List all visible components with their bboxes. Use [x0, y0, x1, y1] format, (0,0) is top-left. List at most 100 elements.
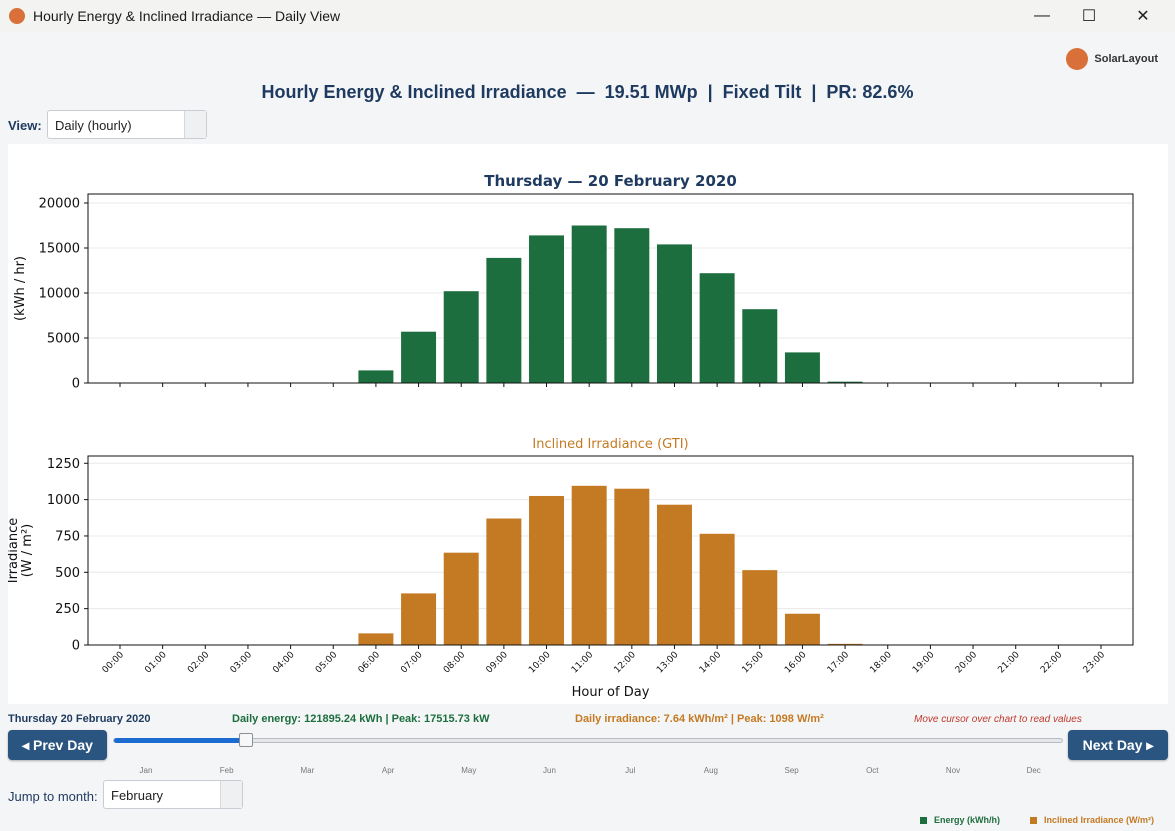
month-tick-label: Jan: [139, 766, 153, 775]
legend-energy: Energy (kWh/h): [920, 815, 1000, 825]
x-tick-label: 09:00: [485, 650, 511, 676]
axes-frame: [87, 455, 1134, 646]
close-icon: ✕: [1136, 8, 1150, 25]
month-tick-label: Nov: [945, 766, 961, 775]
bar-16:00: [784, 613, 820, 645]
close-button[interactable]: ✕: [1120, 0, 1166, 32]
bar-12:00: [614, 228, 650, 383]
x-tick-label: 13:00: [655, 650, 681, 676]
month-tick-label: Aug: [703, 766, 719, 775]
next-day-button[interactable]: Next Day ▸: [1068, 730, 1168, 760]
x-tick-label: 10:00: [527, 650, 553, 676]
prev-day-button[interactable]: ◂ Prev Day: [8, 730, 107, 760]
x-tick-label: 01:00: [143, 650, 169, 676]
bar-10:00: [529, 495, 565, 645]
day-slider[interactable]: [113, 738, 1063, 743]
month-tick-label: Jun: [543, 766, 556, 775]
month-select[interactable]: February: [103, 780, 243, 809]
y-tick-label: 20000: [39, 197, 80, 212]
month-tick-label: May: [461, 766, 477, 775]
maximize-button[interactable]: ☐: [1066, 0, 1112, 32]
dropdown-arrow-icon[interactable]: [184, 111, 206, 138]
y-tick-label: 250: [55, 602, 80, 617]
y-tick-label: 0: [72, 639, 80, 654]
brand: SolarLayout: [1066, 48, 1158, 70]
maximize-icon: ☐: [1081, 8, 1097, 25]
brand-name: SolarLayout: [1094, 53, 1158, 65]
x-axis-label: Hour of Day: [572, 685, 650, 700]
x-tick-label: 19:00: [911, 650, 937, 676]
y-tick-label: 5000: [47, 332, 80, 347]
month-select-value: February: [111, 788, 164, 803]
x-tick-label: 15:00: [740, 650, 766, 676]
bar-17:00: [827, 381, 863, 383]
legend-swatch: [1030, 816, 1037, 824]
x-tick-label: 20:00: [954, 650, 980, 676]
slider-thumb[interactable]: [239, 733, 253, 747]
bar-12:00: [614, 488, 650, 645]
dropdown-arrow-icon[interactable]: [220, 781, 242, 808]
legend-energy-label: Energy (kWh/h): [934, 815, 1001, 825]
bar-09:00: [486, 257, 522, 383]
x-tick-label: 02:00: [186, 650, 212, 676]
x-tick-label: 06:00: [357, 650, 383, 676]
x-tick-label: 00:00: [101, 650, 127, 676]
x-tick-label: 04:00: [271, 650, 297, 676]
status-date: Thursday 20 February 2020: [8, 713, 151, 725]
chart-panel[interactable]: 0 5000 10000 15000 20000 Thursday — 20 Februa…: [8, 144, 1168, 704]
bar-07:00: [401, 593, 437, 645]
x-tick-label: 22:00: [1039, 650, 1065, 676]
y-axis-label: (kWh / hr): [13, 256, 28, 321]
y-tick-label: 10000: [39, 287, 80, 302]
y-tick-label: 0: [72, 377, 80, 392]
bar-10:00: [529, 235, 565, 383]
y-tick-label: 1000: [47, 493, 80, 508]
bar-14:00: [699, 273, 735, 383]
bar-11:00: [571, 485, 607, 645]
bar-09:00: [486, 518, 522, 645]
minimize-button[interactable]: —: [1019, 0, 1065, 32]
status-hint: Move cursor over chart to read values: [914, 714, 1082, 725]
month-tick-label: Jul: [625, 766, 636, 775]
y-tick-label: 500: [55, 566, 80, 581]
x-tick-label: 08:00: [442, 650, 468, 676]
x-tick-label: 21:00: [996, 650, 1022, 676]
bar-06:00: [358, 370, 394, 383]
y-tick-label: 750: [55, 529, 80, 544]
chart-title: Thursday — 20 February 2020: [484, 172, 737, 190]
window-title: Hourly Energy & Inclined Irradiance — Da…: [33, 8, 341, 24]
legend-irradiance-label: Inclined Irradiance (W/m²): [1044, 815, 1155, 825]
bar-15:00: [742, 309, 778, 383]
view-label: View:: [8, 118, 42, 133]
brand-logo-icon: [1066, 48, 1089, 70]
bar-08:00: [443, 291, 479, 383]
bar-08:00: [443, 552, 479, 645]
x-tick-label: 23:00: [1082, 650, 1108, 676]
minimize-icon: —: [1034, 7, 1050, 24]
y-tick-label: 1250: [47, 457, 80, 472]
x-tick-label: 07:00: [399, 650, 425, 676]
bar-14:00: [699, 533, 735, 645]
x-tick-label: 05:00: [314, 650, 340, 676]
month-tick-label: Oct: [866, 766, 879, 775]
x-tick-label: 14:00: [698, 650, 724, 676]
legend-swatch: [920, 816, 927, 824]
view-select[interactable]: Daily (hourly): [47, 110, 207, 139]
x-tick-label: 11:00: [570, 650, 596, 676]
bar-07:00: [401, 331, 437, 383]
bar-11:00: [571, 225, 607, 383]
month-tick-label: Apr: [381, 766, 395, 775]
y-axis-label: (W / m²): [20, 524, 35, 578]
chart-title: Inclined Irradiance (GTI): [532, 437, 688, 452]
x-tick-label: 03:00: [229, 650, 255, 676]
bar-13:00: [656, 504, 692, 645]
view-select-value: Daily (hourly): [55, 118, 132, 133]
x-tick-label: 16:00: [783, 650, 809, 676]
axes-frame: [87, 193, 1134, 384]
y-axis-label: Irradiance: [8, 518, 21, 583]
bar-15:00: [742, 570, 778, 645]
bar-06:00: [358, 633, 394, 645]
x-tick-label: 18:00: [868, 650, 894, 676]
status-irradiance: Daily irradiance: 7.64 kWh/m² | Peak: 10…: [575, 713, 824, 725]
